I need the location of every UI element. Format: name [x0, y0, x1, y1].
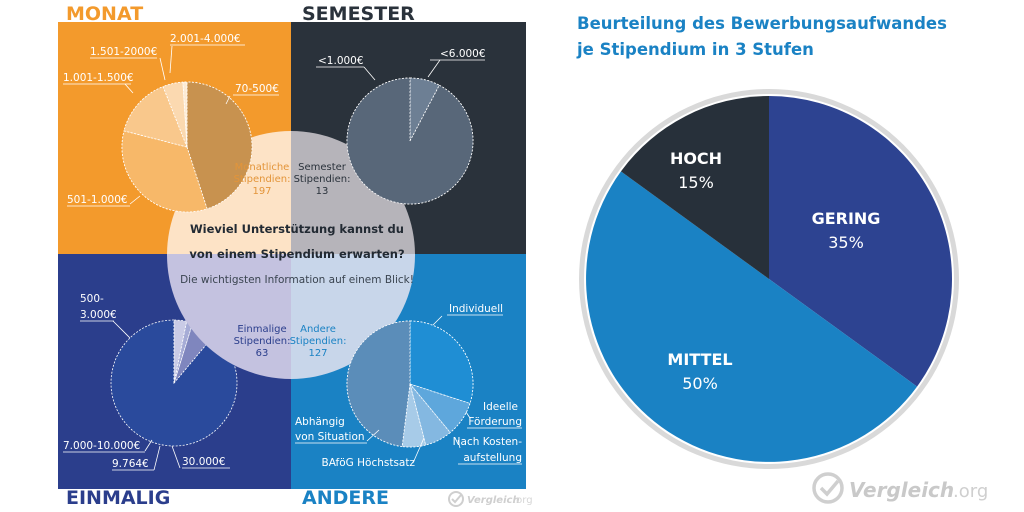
semester-count-line1: Semester	[298, 162, 347, 173]
einmalig-count-line2: Stipendien:	[234, 336, 291, 347]
label-semester-lt1000-leader	[363, 66, 376, 81]
effort-pie-labels: GERING 35% MITTEL 50% HOCH 15%	[667, 149, 880, 393]
title-einmalig: EINMALIG	[66, 487, 171, 509]
watermark-brand-large: Vergleich	[849, 478, 954, 502]
label-einmalig-500-3000-line1: 500-	[80, 293, 104, 305]
effort-pie-chart: GERING 35% MITTEL 50% HOCH 15% Vergleich .org	[579, 89, 988, 504]
label-andere-kosten-line2-leader	[457, 439, 461, 449]
label-andere-individuell-leader	[432, 315, 443, 326]
einmalig-count-line1: Einmalige	[237, 324, 286, 335]
semester-top-slice-1-000	[346, 77, 474, 205]
pie-labels: 2.001-4.000€ 1.501-2000€ 1.001-1.500€ 70-50…	[63, 33, 523, 471]
effort-slice-hoch	[620, 95, 769, 279]
monat-top-slice-1-001-1-500	[123, 86, 188, 148]
effort-label-mittel: MITTEL	[667, 350, 732, 369]
andere-count-line2: Stipendien:	[290, 336, 347, 347]
effort-pie-slices	[586, 95, 952, 462]
center-circle-semester-part	[291, 131, 415, 254]
label-semester-lt1000: <1.000€	[318, 55, 364, 67]
label-monat-2001-4000: 2.001-4.000€	[170, 33, 241, 45]
center-question-line2: von einem Stipendium erwarten?	[189, 247, 404, 261]
label-monat-501-1000: 501-1.000€	[67, 194, 128, 206]
label-einmalig-9764-leader	[153, 445, 161, 471]
pie-semester-overlay	[346, 77, 474, 205]
label-semester-lt6000: <6.000€	[440, 48, 486, 60]
effort-value-mittel: 50%	[682, 374, 718, 393]
label-einmalig-500-3000-line2-leader	[112, 320, 131, 339]
monat-count-line1: Monatliche	[235, 162, 290, 173]
center-circle-andere-part	[291, 254, 415, 379]
label-semester-lt6000-leader	[427, 59, 441, 78]
pie-monat-overlay	[121, 81, 253, 213]
effort-slice-mittel	[586, 171, 918, 462]
label-andere-bafoeg: BAföG Höchstsatz	[322, 457, 416, 469]
effort-value-hoch: 15%	[678, 173, 714, 192]
label-monat-70-500-leader	[225, 95, 231, 105]
label-andere-kosten-line1: Nach Kosten-	[453, 436, 523, 448]
label-andere-bafoeg-leader	[412, 437, 425, 464]
andere-top-slice-bafög-höchstsatz	[401, 383, 427, 448]
label-monat-1501-2000-leader	[159, 57, 166, 81]
monat-count-line2: Stipendien:	[234, 174, 291, 185]
monat-count-value: 197	[252, 186, 271, 197]
label-monat-70-500: 70-500€	[235, 83, 279, 95]
andere-count-value: 127	[308, 348, 327, 359]
label-monat-1501-2000: 1.501-2000€	[90, 46, 157, 58]
label-andere-individuell: Individuell	[449, 303, 503, 315]
effort-slice-gering	[769, 96, 952, 387]
label-andere-ideelle-line1: Ideelle	[483, 401, 518, 413]
watermark-tld-small: .org	[513, 495, 533, 506]
checkmark-circle-icon	[448, 491, 464, 507]
andere-top-slice-abhängig-von-situation	[346, 320, 411, 447]
label-andere-kosten-line2: aufstellung	[463, 452, 522, 464]
andere-top-slice-individuell	[409, 320, 474, 404]
label-einmalig-30000-leader	[171, 445, 181, 469]
label-monat-501-1000-leader	[129, 195, 141, 205]
label-einmalig-30000: 30.000€	[182, 456, 225, 468]
label-monat-1001-1500: 1.001-1.500€	[63, 72, 134, 84]
watermark-brand-small: Vergleich	[467, 495, 520, 506]
center-subtitle: Die wichtigsten Information auf einem Bl…	[180, 274, 414, 286]
label-einmalig-7000-10000-leader	[144, 439, 153, 452]
infographic-quadrants: Monatliche Stipendien: 197 Semester Stip…	[58, 22, 533, 507]
monat-top-slice-70-500	[186, 81, 253, 210]
andere-top-slice-nach-kosten-aufstellung	[409, 383, 451, 446]
andere-top-slice-ideelle-förderung	[408, 383, 471, 434]
monat-top-slice-501-1-000	[121, 130, 208, 213]
label-andere-abhaengig-line1: Abhängig	[295, 416, 345, 428]
label-andere-ideelle-line2-leader	[465, 411, 471, 419]
center-question-line1: Wieviel Unterstützung kannst du	[190, 222, 404, 236]
label-einmalig-9764: 9.764€	[112, 458, 149, 470]
label-monat-2001-4000-leader	[169, 45, 173, 74]
pie-einmalig	[110, 319, 238, 447]
right-chart-title-line1: Beurteilung des Bewerbungsaufwandes	[577, 14, 947, 33]
watermark-large: Vergleich .org	[812, 472, 988, 504]
monat-top-slice-2-001-4-000	[182, 81, 188, 148]
label-andere-ideelle-line2: Förderung	[468, 416, 522, 428]
semester-count-value: 13	[316, 186, 329, 197]
label-einmalig-500-3000-line2: 3.000€	[80, 309, 117, 321]
einmalig-count-value: 63	[256, 348, 269, 359]
center-circle-einmalig-part	[167, 254, 291, 379]
effort-value-gering: 35%	[828, 233, 864, 252]
effort-label-gering: GERING	[812, 209, 881, 228]
checkmark-circle-icon	[812, 472, 844, 504]
pie-andere-overlay	[346, 320, 474, 448]
semester-count-line2: Stipendien:	[294, 174, 351, 185]
title-andere: ANDERE	[302, 487, 389, 509]
label-monat-1001-1500-leader	[124, 83, 134, 94]
center-circle	[167, 131, 415, 379]
andere-count-line1: Andere	[300, 324, 336, 335]
watermark-tld-large: .org	[953, 481, 988, 502]
label-einmalig-7000-10000: 7.000-10.000€	[63, 440, 140, 452]
right-chart-title-line2: je Stipendium in 3 Stufen	[577, 40, 814, 59]
effort-label-hoch: HOCH	[670, 149, 722, 168]
watermark-small: Vergleich .org	[448, 491, 533, 507]
label-andere-abhaengig-line2: von Situation	[295, 431, 365, 443]
label-andere-abhaengig-line2-leader	[366, 429, 380, 442]
checkmark-icon	[819, 479, 840, 497]
title-monat: MONAT	[66, 3, 144, 25]
checkmark-icon	[451, 494, 462, 504]
title-semester: SEMESTER	[302, 3, 415, 25]
